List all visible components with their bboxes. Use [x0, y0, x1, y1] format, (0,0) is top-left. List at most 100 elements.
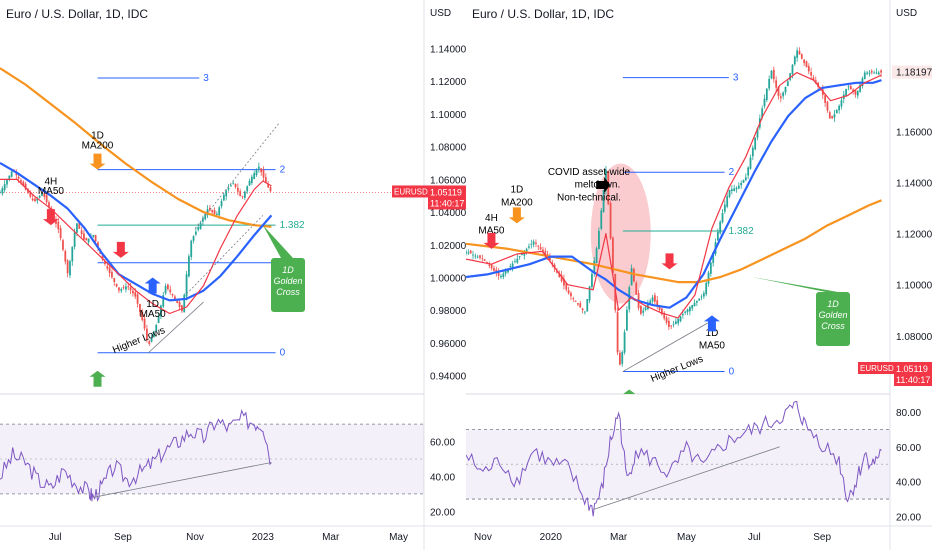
candle-body [504, 270, 507, 274]
chart-panel-left[interactable]: Euro / U.S. Dollar, 1D, IDC USD 1.14000 1.1… [0, 0, 466, 550]
candle-body [684, 311, 687, 313]
candle-body [616, 312, 619, 353]
candle-body [111, 272, 113, 278]
candle-body [737, 185, 740, 189]
x-tick-label: May [389, 532, 408, 543]
candle-body [257, 166, 260, 169]
candle-body [772, 69, 775, 80]
candle-body [94, 235, 97, 242]
candle-body [833, 114, 836, 118]
symbol-badge-text: EURUSD [394, 187, 428, 196]
candle-body [232, 182, 235, 184]
candle-body [241, 196, 244, 198]
candle-body [593, 261, 596, 274]
candle-body [598, 230, 600, 249]
candle-body [164, 285, 167, 294]
price-badge [894, 362, 932, 386]
candle-body [798, 50, 801, 55]
chart-title: Euro / U.S. Dollar, 1D, IDC [472, 7, 614, 21]
candle-body [62, 240, 64, 250]
down-arrow-icon [112, 241, 129, 258]
candle-body [225, 190, 228, 197]
candle-body [535, 242, 537, 244]
candle-body [521, 253, 523, 256]
candle-body [812, 77, 815, 80]
channel-upper-line [194, 121, 281, 229]
candle-body [660, 308, 663, 315]
candle-body [514, 261, 516, 262]
ma200-arrow-icon [508, 207, 525, 224]
candle-body [716, 231, 719, 241]
y-tick-label: 1.10000 [896, 281, 932, 292]
candle-body [681, 314, 684, 316]
candle-body [64, 251, 67, 262]
candle-body [239, 191, 242, 197]
candle-body [162, 295, 165, 307]
chart-panel-right[interactable]: Euro / U.S. Dollar, 1D, IDC USD 1.16000 1.1… [466, 0, 932, 550]
candle-body [709, 262, 712, 274]
fib-level-label: 1.382 [729, 226, 754, 237]
candle-body [185, 274, 188, 297]
candle-body [201, 218, 204, 222]
candle-body [807, 66, 810, 72]
rsi-tick-label: 60.00 [896, 443, 921, 454]
candle-body [791, 64, 794, 75]
candle-body [248, 180, 251, 186]
candle-body [719, 221, 722, 234]
candle-body [192, 236, 195, 241]
candle-body [761, 108, 764, 118]
candle-body [6, 179, 8, 185]
candle-body [69, 261, 71, 276]
candle-body [663, 312, 666, 319]
candle-body [735, 187, 738, 190]
x-tick-label: 2023 [252, 532, 275, 543]
candle-body [796, 50, 799, 58]
candle-body [97, 242, 99, 248]
candle-body [31, 198, 34, 201]
candle-body [856, 90, 859, 96]
y-tick-label: 1.14000 [896, 178, 932, 189]
candle-body [466, 251, 467, 254]
ma50-4h-arrow-icon [42, 209, 59, 226]
candle-body [800, 54, 803, 59]
candle-body [754, 137, 757, 150]
candle-body [73, 232, 76, 247]
candle-body [560, 275, 563, 282]
candle-body [141, 311, 144, 320]
symbol-badge [392, 185, 428, 198]
ma-line-1d-ma200 [0, 67, 272, 228]
candle-body [3, 184, 6, 191]
x-tick-label: Sep [813, 532, 831, 543]
candle-body [0, 192, 1, 194]
candle-body [810, 72, 813, 76]
candle-body [556, 270, 558, 273]
candle-body [784, 86, 787, 93]
candle-body [10, 171, 13, 177]
annotation-text: MA200 [501, 197, 533, 208]
annotation-text: COVID asset-wide [548, 167, 631, 178]
candle-body [139, 304, 141, 312]
higher-lows-trendline [622, 322, 708, 372]
golden-cross-text: Cross [276, 287, 300, 297]
candle-body [544, 251, 547, 256]
golden-cross-badge [271, 258, 305, 312]
annotation-text: 4H [44, 176, 57, 187]
candle-body [742, 180, 745, 183]
y-tick-label: 1.06000 [430, 175, 466, 186]
candle-body [756, 128, 759, 138]
candle-body [581, 308, 584, 311]
y-tick-label: 1.04000 [430, 208, 466, 219]
annotation-text: MA50 [478, 226, 505, 237]
candle-body [269, 186, 272, 192]
candle-body [104, 261, 106, 265]
candle-body [700, 296, 703, 298]
candle-body [868, 72, 871, 74]
candle-body [875, 72, 878, 74]
candle-body [483, 259, 486, 261]
candle-body [558, 273, 561, 277]
candle-body [782, 92, 785, 97]
y-tick-label: 1.02000 [430, 241, 466, 252]
candle-body [525, 248, 528, 253]
annotation-text: 1D [91, 130, 104, 141]
candle-body [670, 325, 673, 327]
